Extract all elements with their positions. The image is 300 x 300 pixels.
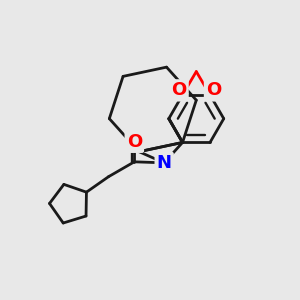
Text: N: N	[157, 154, 172, 172]
Text: O: O	[206, 81, 221, 99]
Text: O: O	[171, 81, 187, 99]
Text: O: O	[127, 133, 142, 151]
